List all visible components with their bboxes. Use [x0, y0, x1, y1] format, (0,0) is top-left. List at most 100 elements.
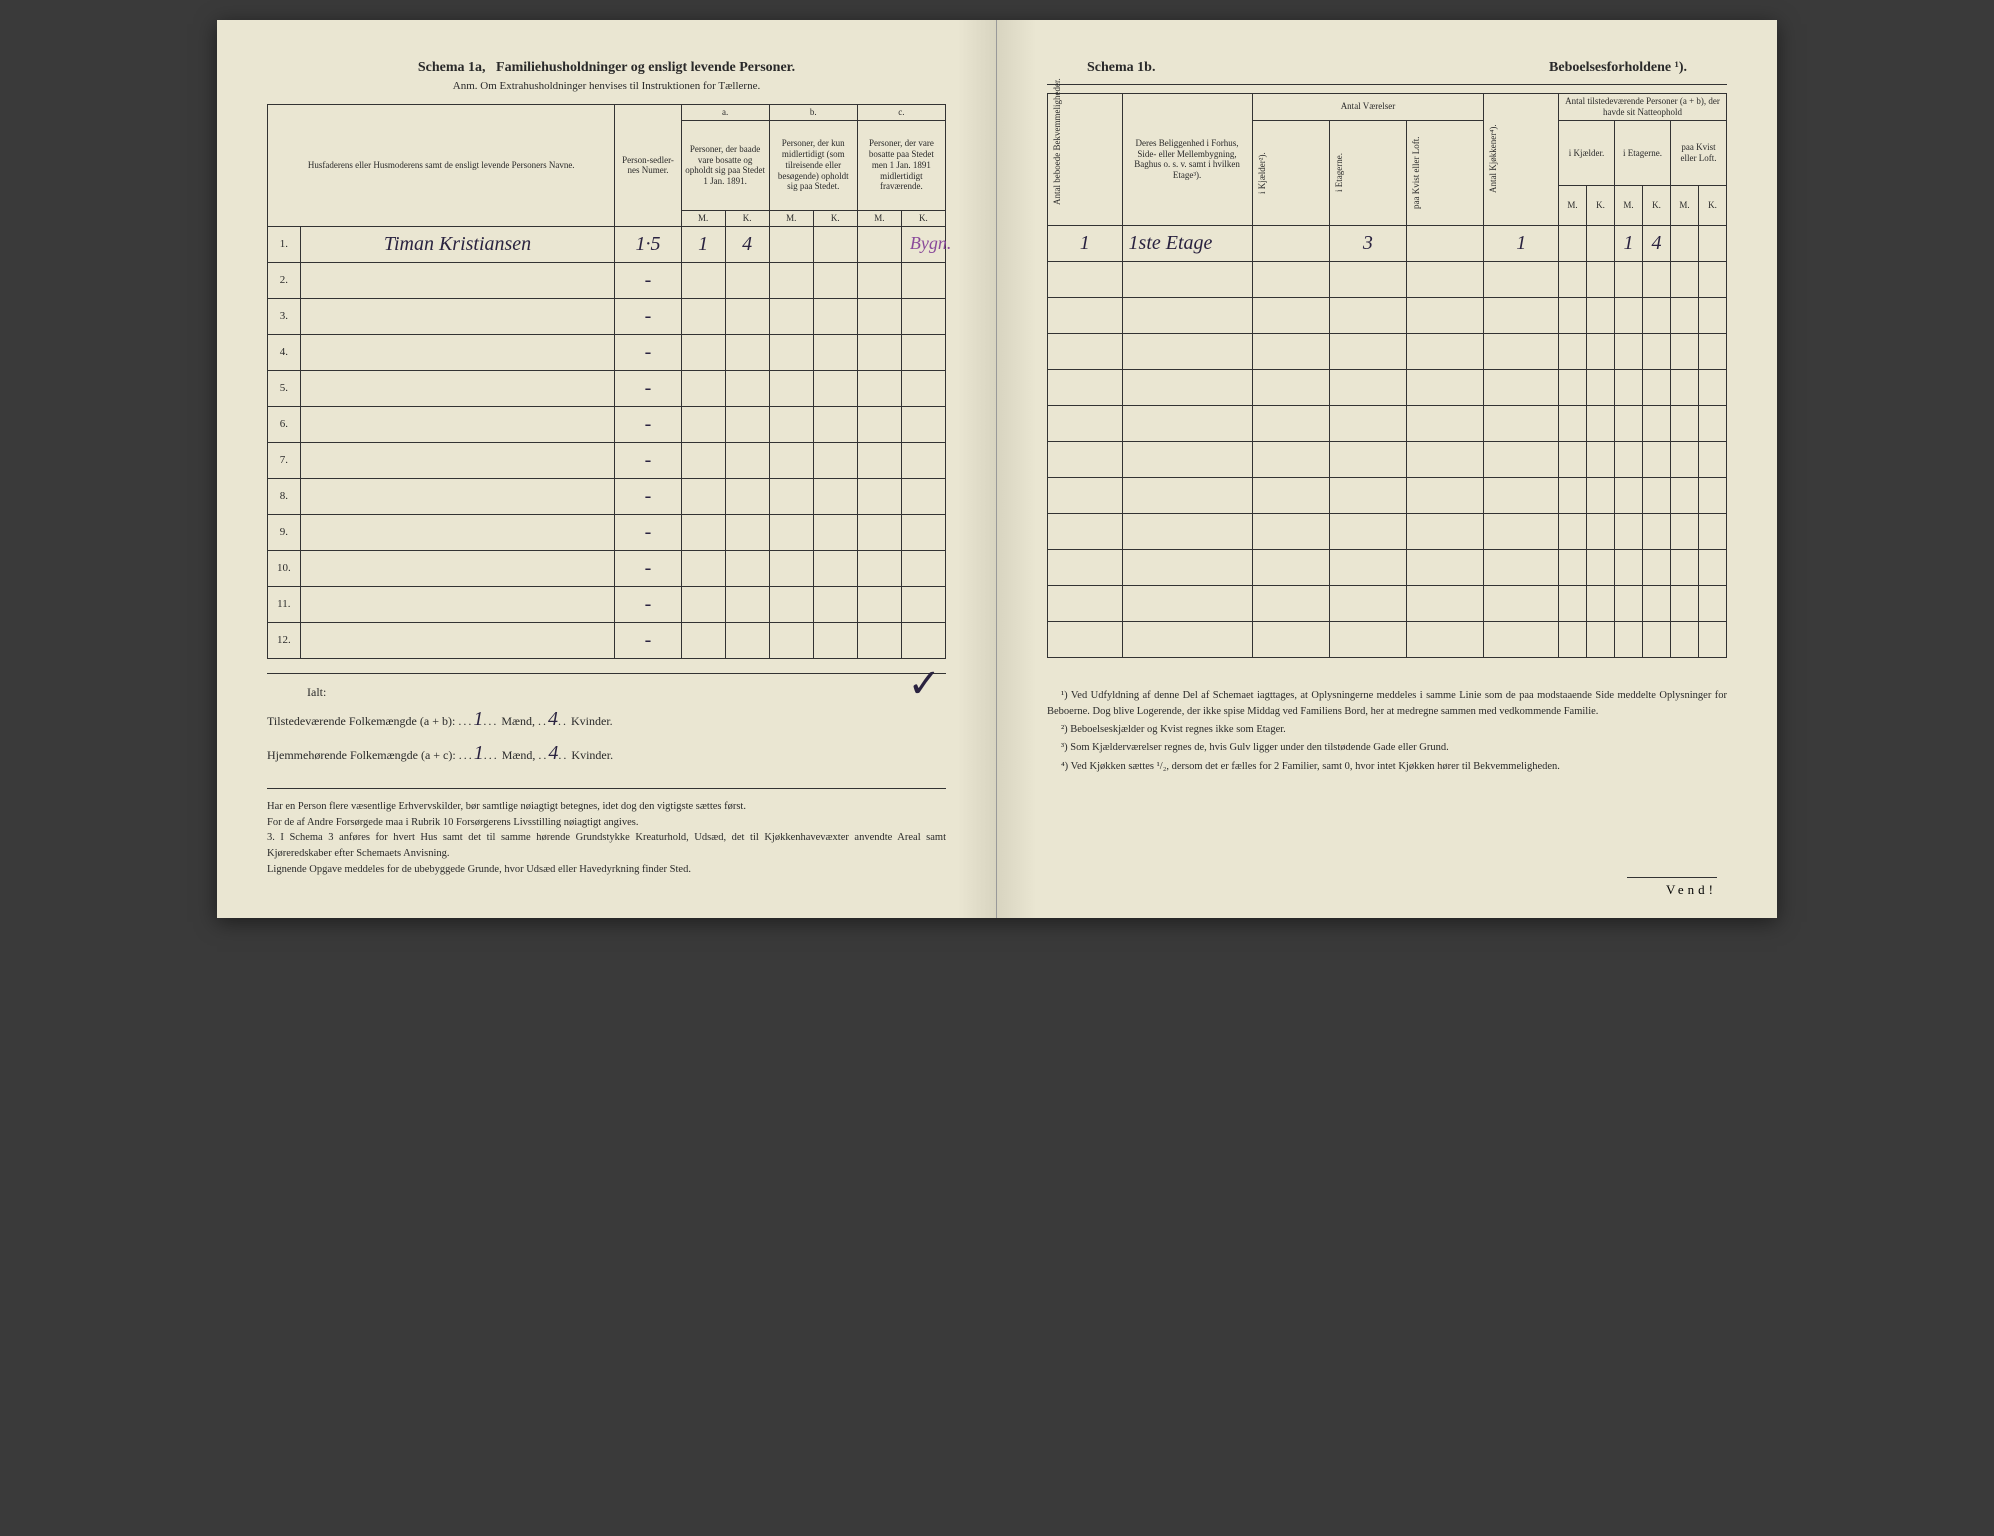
table-row: 6.-: [268, 406, 946, 442]
cell-ek: [1643, 513, 1671, 549]
cell-bk: [813, 478, 857, 514]
cell-et: [1329, 441, 1406, 477]
cell-ak: [725, 334, 769, 370]
ialt-label: Ialt:: [267, 682, 946, 702]
cell-ab: [1048, 261, 1123, 297]
summary1-k: 4: [548, 708, 558, 730]
hdr-paa-kvist: paa Kvist eller Loft.: [1410, 123, 1423, 223]
cell-bel: [1122, 513, 1252, 549]
cell-em: 1: [1615, 225, 1643, 261]
cell-kk: [1484, 261, 1559, 297]
cell-km: [1559, 513, 1587, 549]
cell-bel: [1122, 441, 1252, 477]
cell-am: [681, 262, 725, 298]
cell-lk: [1699, 621, 1727, 657]
table-row: [1048, 513, 1727, 549]
hdr-a: a.: [681, 105, 769, 121]
census-book: Schema 1a, Familiehusholdninger og ensli…: [217, 20, 1777, 918]
hdr-b-text: Personer, der kun midlertidigt (som tilr…: [769, 120, 857, 210]
cell-et: [1329, 333, 1406, 369]
summary2-label: Hjemmehørende Folkemængde (a + c):: [267, 748, 456, 762]
table-row: 11ste Etage3114: [1048, 225, 1727, 261]
cell-lk: [1699, 477, 1727, 513]
vend-label: Vend!: [1627, 877, 1717, 898]
table-row: 5.-: [268, 370, 946, 406]
cell-name: [300, 442, 615, 478]
row-num: 1.: [268, 226, 301, 262]
cell-name: [300, 298, 615, 334]
cell-bm: [769, 370, 813, 406]
hdr-ck: K.: [901, 210, 945, 226]
cell-numer: -: [615, 514, 681, 550]
cell-ak: [725, 442, 769, 478]
row-num: 4.: [268, 334, 301, 370]
hdr-bm: M.: [769, 210, 813, 226]
table-row: 1.Timan Kristiansen1·514Bygn.: [268, 226, 946, 262]
cell-bk: [813, 334, 857, 370]
cell-et: [1329, 405, 1406, 441]
cell-ab: [1048, 297, 1123, 333]
cell-lm: [1671, 441, 1699, 477]
cell-ab: [1048, 549, 1123, 585]
cell-ak: [725, 478, 769, 514]
cell-bm: [769, 334, 813, 370]
cell-ek: [1643, 333, 1671, 369]
cell-cm: [857, 334, 901, 370]
cell-km: [1559, 441, 1587, 477]
cell-lk: [1699, 585, 1727, 621]
cell-name: [300, 514, 615, 550]
cell-name: [300, 622, 615, 658]
cell-ak: [725, 406, 769, 442]
cell-ab: [1048, 405, 1123, 441]
table-row: 12.-: [268, 622, 946, 658]
cell-ck: [901, 406, 945, 442]
cell-bk: [813, 442, 857, 478]
cell-kv: [1407, 261, 1484, 297]
summary2-k: 4: [548, 742, 558, 764]
cell-km: [1559, 585, 1587, 621]
hdr-beliggenhed: Deres Beliggenhed i Forhus, Side- eller …: [1122, 94, 1252, 226]
hdr-name: Husfaderens eller Husmoderens samt de en…: [268, 105, 615, 227]
table-row: [1048, 477, 1727, 513]
cell-bm: [769, 514, 813, 550]
hdr-kjael-der: i Kjælder.: [1559, 120, 1615, 186]
left-notes: Har en Person flere væsentlige Erhvervsk…: [267, 788, 946, 878]
cell-bm: [769, 586, 813, 622]
cell-kv: [1407, 513, 1484, 549]
cell-et: [1329, 585, 1406, 621]
footnote-4: ⁴) Ved Kjøkken sættes ¹/₂, dersom det er…: [1047, 759, 1727, 775]
cell-ck: Bygn.: [901, 226, 945, 262]
cell-ek: 4: [1643, 225, 1671, 261]
cell-lm: [1671, 405, 1699, 441]
cell-ck: [901, 442, 945, 478]
cell-bk: [813, 226, 857, 262]
cell-cm: [857, 406, 901, 442]
cell-lm: [1671, 477, 1699, 513]
cell-kk: [1484, 477, 1559, 513]
cell-et: 3: [1329, 225, 1406, 261]
cell-kv: [1407, 369, 1484, 405]
cell-numer: -: [615, 478, 681, 514]
cell-lk: [1699, 549, 1727, 585]
cell-am: [681, 406, 725, 442]
cell-lk: [1699, 261, 1727, 297]
row-num: 6.: [268, 406, 301, 442]
cell-ak: [725, 370, 769, 406]
cell-kj: [1252, 549, 1329, 585]
hdr-kvist2: paa Kvist eller Loft.: [1671, 120, 1727, 186]
footnote-2: ²) Beboelseskjælder og Kvist regnes ikke…: [1047, 722, 1727, 738]
cell-et: [1329, 369, 1406, 405]
cell-et: [1329, 477, 1406, 513]
cell-ek: [1643, 261, 1671, 297]
hdr-b: b.: [769, 105, 857, 121]
schema-1b-title: Schema 1b. Beboelsesforholdene ¹).: [1047, 60, 1727, 76]
cell-ab: [1048, 333, 1123, 369]
cell-numer: -: [615, 298, 681, 334]
cell-am: [681, 298, 725, 334]
cell-km: [1559, 261, 1587, 297]
cell-kj: [1252, 621, 1329, 657]
right-page: Schema 1b. Beboelsesforholdene ¹). Antal…: [997, 20, 1777, 918]
hdr-cm: M.: [857, 210, 901, 226]
cell-em: [1615, 513, 1643, 549]
cell-ek: [1643, 297, 1671, 333]
